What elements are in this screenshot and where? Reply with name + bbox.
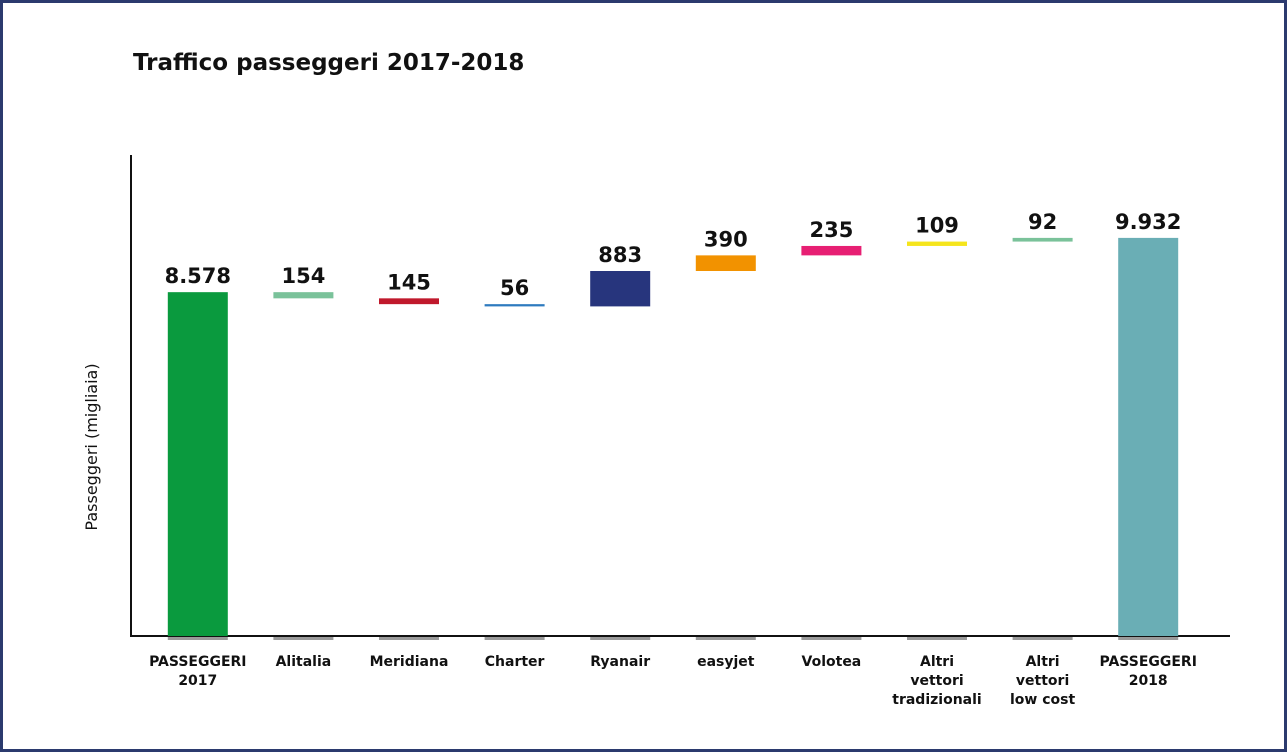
x-tick-label: Ryanair [590, 654, 650, 670]
x-tick-label: Charter [485, 654, 545, 670]
axis-segment [695, 637, 756, 640]
axis-segment [907, 637, 967, 640]
value-label: 56 [500, 276, 529, 300]
bar [1012, 237, 1073, 242]
value-label: 9.932 [1115, 210, 1181, 234]
x-tick-label: PASSEGGERI 2018 [1099, 654, 1196, 689]
axis-segment [273, 637, 334, 640]
axis-segment [379, 637, 439, 640]
bar [273, 292, 334, 299]
x-tick-label: Volotea [802, 654, 862, 670]
x-tick-label: Altri vettori tradizionali [892, 654, 981, 708]
bar [379, 298, 439, 305]
value-label: 109 [915, 214, 959, 238]
axis-segment [484, 637, 545, 640]
value-label: 145 [387, 270, 431, 294]
value-label: 390 [704, 227, 748, 251]
axis-segment [801, 637, 862, 640]
bar [590, 271, 651, 307]
x-tick-label: Altri vettori low cost [1010, 654, 1075, 708]
value-label: 154 [281, 264, 325, 288]
bar [167, 292, 228, 636]
axis-segment [590, 637, 651, 640]
axis-segment [167, 637, 228, 640]
x-tick-label: Meridiana [370, 654, 449, 670]
bar [907, 241, 967, 246]
bar [695, 255, 756, 272]
x-tick-label: Alitalia [276, 654, 332, 670]
x-tick-label: PASSEGGERI 2017 [149, 654, 246, 689]
value-label: 8.578 [165, 264, 231, 288]
y-axis-label: Passeggeri (migliaia) [82, 363, 101, 530]
axis-segment [1012, 637, 1073, 640]
axis-segment [1118, 637, 1179, 640]
value-label: 92 [1028, 210, 1057, 234]
bar [1118, 237, 1179, 636]
bar [801, 245, 862, 256]
chart-title: Traffico passeggeri 2017-2018 [133, 50, 524, 76]
bar [484, 304, 545, 307]
value-label: 883 [598, 243, 642, 267]
value-label: 235 [809, 218, 853, 242]
x-tick-label: easyjet [697, 654, 755, 670]
